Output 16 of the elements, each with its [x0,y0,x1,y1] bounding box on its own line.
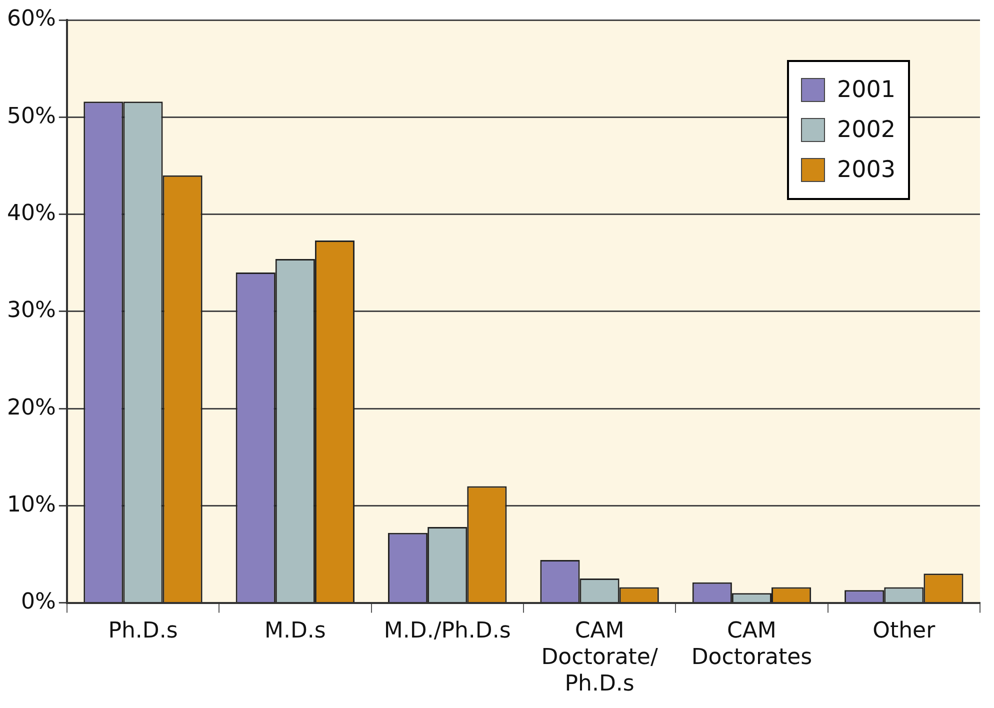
y-tick-label: 10% [6,492,56,518]
y-tick-label: 60% [6,6,56,32]
legend-label: 2003 [837,157,896,183]
legend-label: 2002 [837,117,896,143]
x-tick-label: CAM Doctorate/ Ph.D.s [541,618,658,697]
y-tick-label: 50% [6,104,56,129]
y-tick-label: 40% [6,200,56,226]
y-tick-label: 20% [6,395,56,420]
x-tick-label: M.D./Ph.D.s [384,618,511,644]
x-tick-label: Ph.D.s [108,618,178,644]
y-tick-label: 30% [6,298,56,324]
x-tick-label: CAM Doctorates [691,618,812,670]
x-tick-label: Other [872,618,936,644]
x-tick-label: M.D.s [264,618,326,644]
legend-label: 2001 [837,77,896,103]
y-tick-label: 0% [20,590,56,615]
